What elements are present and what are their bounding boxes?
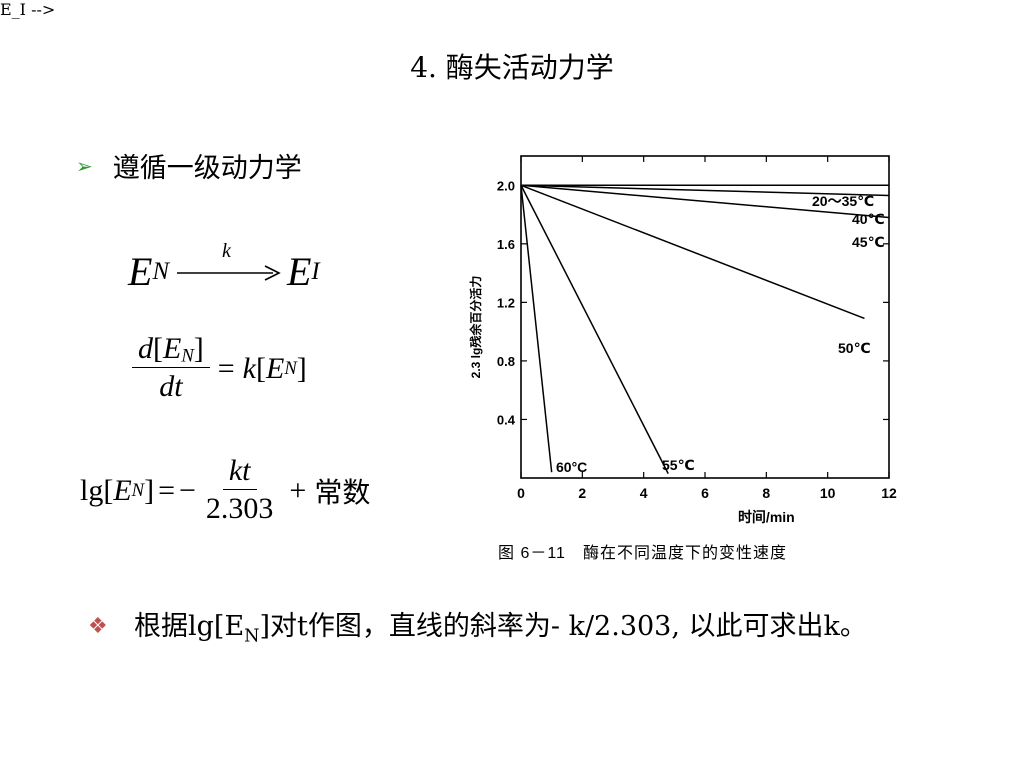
x-tick-label: 0: [517, 485, 525, 501]
x-axis-label: 时间/min: [738, 509, 795, 525]
rate-law-rhs-open: [: [255, 351, 266, 385]
series-line: [520, 184, 890, 219]
rate-law-rhs-sub: N: [284, 357, 297, 379]
x-tick-label: 6: [701, 485, 709, 501]
denaturation-chart-svg: 0 2 4 6 8 10 12 0.4 0.8 1.2 1.6 2.0 2.3 lg残余百分活力时间/m…: [468, 155, 897, 562]
rate-law-fraction: d[EN] dt: [132, 332, 210, 406]
rate-law-rhs-var: E: [265, 351, 285, 385]
rate-law-equation: d[EN] dt = k[E N]: [132, 332, 307, 406]
rate-law-rhs-close: ]: [296, 351, 307, 385]
rate-law-k: k: [242, 351, 256, 385]
chart-caption: 图 6－11 酶在不同温度下的变性速度: [498, 544, 787, 562]
green-arrow-bullet-icon: ➢: [76, 153, 93, 178]
y-tick-label: 2.0: [497, 178, 515, 193]
y-tick-label: 1.2: [497, 295, 515, 310]
x-tick-label: 12: [881, 485, 897, 501]
bullet-first-order: ➢ 遵循一级动力学: [76, 146, 302, 185]
red-diamond-bullet-icon: ❖: [88, 614, 108, 639]
reactant-subscript: N: [152, 257, 169, 285]
x-tick-label: 8: [762, 485, 770, 501]
integrated-open: [: [103, 473, 114, 507]
page-title: 4. 酶失活动力学: [410, 51, 614, 84]
series-line: [520, 184, 669, 474]
series-line: [520, 184, 890, 197]
x-tick-label: 2: [578, 485, 586, 501]
rate-law-numerator: d[EN]: [132, 332, 210, 369]
rate-law-denominator: dt: [159, 370, 183, 404]
series-label: 40℃: [852, 211, 885, 227]
integrated-plus: +: [289, 473, 307, 507]
integrated-constant: 常数: [314, 475, 371, 509]
integrated-var: E: [113, 473, 132, 507]
integrated-close: ]: [144, 473, 155, 507]
integrated-lg: lg: [80, 473, 104, 507]
integrated-fraction: kt 2.303: [200, 454, 280, 527]
bullet-slope-note-text: 根据lg[EN]对t作图，直线的斜率为- k/2.303, 以此可求出k。: [134, 611, 867, 647]
series-label: 55℃: [662, 457, 695, 473]
denaturation-chart: 0 2 4 6 8 10 12 0.4 0.8 1.2 1.6 2.0 2.3 lg残余百分活力时间/m…: [460, 148, 900, 572]
series-label: 45℃: [852, 234, 885, 250]
integrated-numerator: kt: [222, 454, 257, 490]
x-tick-label: 4: [640, 485, 648, 501]
y-tick-label: 0.8: [497, 354, 515, 369]
series-line: [520, 185, 553, 473]
integrated-equals: =: [158, 473, 175, 507]
bullet-slope-note: ❖ 根据lg[EN]对t作图，直线的斜率为- k/2.303, 以此可求出k。: [88, 608, 918, 655]
rate-constant-label: k: [222, 240, 231, 262]
reaction-arrow-icon: [176, 264, 281, 281]
integrated-sub: N: [131, 479, 145, 501]
y-axis-label: 2.3 lg残余百分活力: [468, 276, 483, 379]
bullet-first-order-text: 遵循一级动力学: [112, 153, 302, 184]
series-line: [520, 184, 865, 320]
rate-law-equals: =: [217, 351, 235, 385]
y-tick-label: 0.4: [497, 412, 516, 427]
reactant-symbol: E: [128, 249, 153, 294]
x-tick-label: 10: [820, 485, 836, 501]
product-subscript: I: [311, 257, 320, 285]
integrated-denominator: 2.303: [205, 491, 274, 525]
integrated-minus: −: [179, 473, 196, 507]
series-label: 60°C: [556, 459, 587, 475]
y-tick-label: 1.6: [497, 237, 515, 252]
series-label: 50℃: [838, 340, 871, 356]
series-label: 20～35℃: [812, 193, 874, 209]
integrated-equation: lg[E N] = − kt 2.303 + 常数: [80, 454, 370, 527]
product-symbol: E: [286, 249, 312, 294]
